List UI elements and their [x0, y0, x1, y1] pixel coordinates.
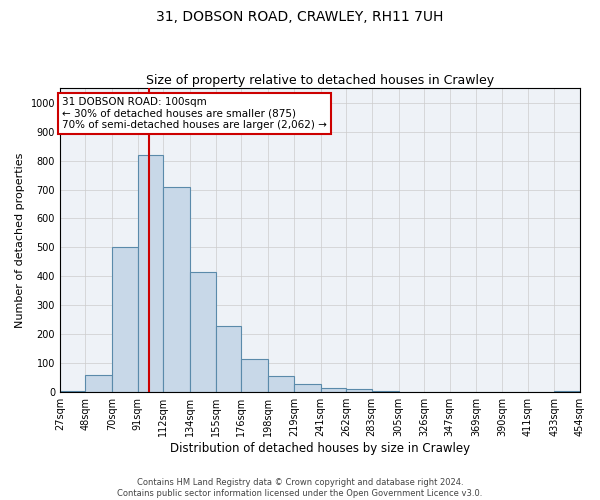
Y-axis label: Number of detached properties: Number of detached properties [15, 152, 25, 328]
Bar [138, 155, 163, 392]
Text: 31, DOBSON ROAD, CRAWLEY, RH11 7UH: 31, DOBSON ROAD, CRAWLEY, RH11 7UH [157, 10, 443, 24]
Text: Contains HM Land Registry data © Crown copyright and database right 2024.
Contai: Contains HM Land Registry data © Crown c… [118, 478, 482, 498]
Bar [112, 248, 138, 392]
Bar [216, 326, 241, 392]
Bar [241, 359, 268, 392]
Title: Size of property relative to detached houses in Crawley: Size of property relative to detached ho… [146, 74, 494, 87]
Bar [60, 391, 85, 392]
Bar [163, 186, 190, 392]
Bar [190, 272, 216, 392]
Bar [372, 391, 398, 392]
Bar [294, 384, 320, 392]
Bar [554, 391, 580, 392]
Text: 31 DOBSON ROAD: 100sqm
← 30% of detached houses are smaller (875)
70% of semi-de: 31 DOBSON ROAD: 100sqm ← 30% of detached… [62, 97, 327, 130]
Bar [320, 388, 346, 392]
X-axis label: Distribution of detached houses by size in Crawley: Distribution of detached houses by size … [170, 442, 470, 455]
Bar [268, 376, 294, 392]
Bar [85, 375, 112, 392]
Bar [346, 390, 372, 392]
